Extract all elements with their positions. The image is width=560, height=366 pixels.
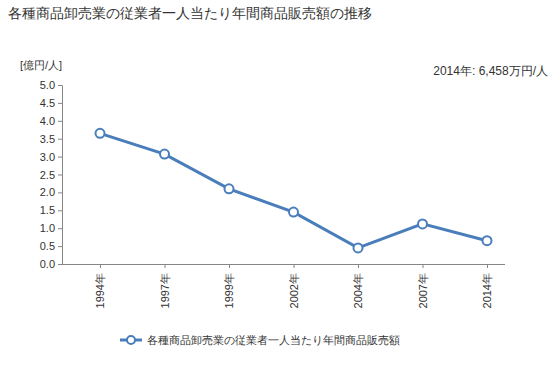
- point: [354, 243, 363, 252]
- legend-label: 各種商品卸売業の従業者一人当たり年間商品販売額: [147, 334, 400, 346]
- x-tick: 2002年: [288, 264, 300, 308]
- y-tick-mark: [58, 228, 62, 229]
- y-tick-label: 1.5: [40, 204, 55, 216]
- y-tick-mark: [58, 139, 62, 140]
- y-tick-label: 0.5: [40, 240, 55, 252]
- y-tick: 3.0: [40, 151, 62, 163]
- point: [160, 150, 169, 159]
- x-tick-mark: [294, 264, 295, 268]
- y-tick-label: 0.0: [40, 258, 55, 270]
- y-tick-label: 5.0: [40, 79, 55, 91]
- x-tick-mark: [100, 264, 101, 268]
- point: [96, 129, 105, 138]
- x-tick-mark: [358, 264, 359, 268]
- x-tick-mark: [423, 264, 424, 268]
- point: [225, 184, 234, 193]
- y-tick: 0.0: [40, 258, 62, 270]
- point: [289, 208, 298, 217]
- y-tick: 5.0: [40, 79, 62, 91]
- y-tick: 2.0: [40, 186, 62, 198]
- x-tick: 1994年: [94, 264, 106, 308]
- y-tick-label: 3.0: [40, 151, 55, 163]
- title: 各種商品卸売業の従業者一人当たり年間商品販売額の推移: [8, 5, 372, 21]
- y-tick: 1.0: [40, 222, 62, 234]
- annotation: 2014年: 6,458万円/人: [433, 64, 548, 78]
- x-tick-label: 1994年: [94, 273, 106, 308]
- x-tick-label: 1997年: [159, 273, 171, 308]
- plot-area: [96, 129, 492, 253]
- y-axis-line: [58, 86, 63, 265]
- y-tick-label: 3.5: [40, 133, 55, 145]
- series-line: [100, 133, 487, 248]
- y-tick-mark: [58, 121, 62, 122]
- x-tick: 1999年: [223, 264, 235, 308]
- y-tick-label: 4.5: [40, 97, 55, 109]
- legend: 各種商品卸売業の従業者一人当たり年間商品販売額: [120, 334, 400, 346]
- y-axis-label: [億円/人]: [20, 59, 62, 71]
- y-tick-mark: [58, 157, 62, 158]
- y-tick-label: 2.5: [40, 169, 55, 181]
- y-tick: 2.5: [40, 169, 62, 181]
- legend-marker: [127, 336, 135, 344]
- x-tick-mark: [229, 264, 230, 268]
- x-axis: 1994年 1997年 1999年 2002年 2004年 2007年 2014年: [62, 264, 505, 308]
- y-tick-mark: [58, 210, 62, 211]
- x-tick-label: 2007年: [417, 273, 429, 308]
- point: [483, 236, 492, 245]
- x-tick: 1997年: [159, 264, 171, 308]
- x-tick-label: 2002年: [288, 273, 300, 308]
- y-tick: 3.5: [40, 133, 62, 145]
- y-axis: 0.0 0.5 1.0 1.5 2.0 2.5 3.0 3.5 4.0 4.5 5.0: [40, 79, 63, 270]
- x-tick: 2004年: [352, 264, 364, 308]
- y-tick: 0.5: [40, 240, 62, 252]
- x-tick-mark: [165, 264, 166, 268]
- y-tick: 4.5: [40, 97, 62, 109]
- x-axis-line: [62, 264, 505, 265]
- y-tick-label: 2.0: [40, 186, 55, 198]
- x-tick: 2007年: [417, 264, 429, 308]
- x-tick: 2014年: [481, 264, 493, 308]
- x-tick-label: 1999年: [223, 273, 235, 308]
- point: [418, 219, 427, 228]
- y-tick-label: 4.0: [40, 115, 55, 127]
- y-tick-mark: [58, 103, 62, 104]
- y-tick-mark: [58, 192, 62, 193]
- y-tick-mark: [58, 264, 62, 265]
- y-tick-mark: [58, 175, 62, 176]
- y-tick: 1.5: [40, 204, 62, 216]
- y-tick-mark: [58, 246, 62, 247]
- x-tick-label: 2014年: [481, 273, 493, 308]
- chart: 各種商品卸売業の従業者一人当たり年間商品販売額の推移 [億円/人] 2014年: 6…: [0, 0, 560, 366]
- x-tick-mark: [487, 264, 488, 268]
- y-tick-label: 1.0: [40, 222, 55, 234]
- x-tick-label: 2004年: [352, 273, 364, 308]
- y-tick: 4.0: [40, 115, 62, 127]
- y-tick-mark: [58, 85, 62, 86]
